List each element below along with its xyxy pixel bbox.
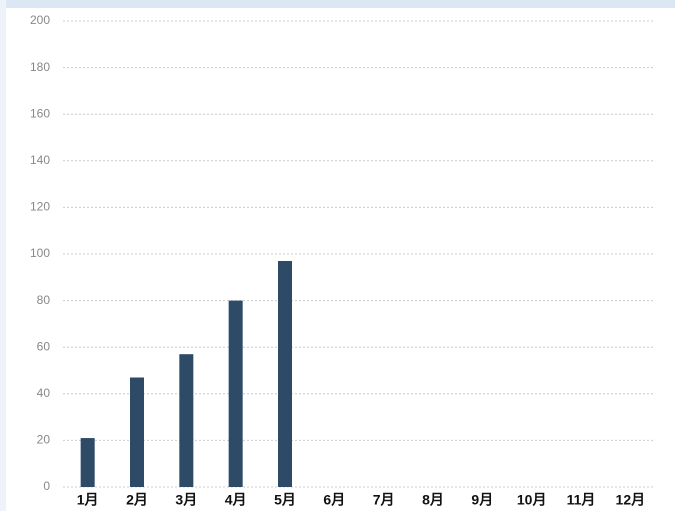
x-tick-label: 7月 bbox=[373, 492, 395, 508]
x-tick-label: 1月 bbox=[77, 492, 99, 508]
y-tick-label: 180 bbox=[30, 60, 50, 74]
y-tick-label: 160 bbox=[30, 106, 50, 120]
left-band bbox=[0, 0, 6, 511]
y-tick-label: 140 bbox=[30, 153, 50, 167]
top-band bbox=[0, 0, 675, 8]
bar bbox=[179, 354, 194, 487]
x-tick-label: 10月 bbox=[517, 492, 547, 508]
x-tick-label: 2月 bbox=[126, 492, 148, 508]
bar bbox=[80, 438, 95, 487]
x-tick-label: 3月 bbox=[175, 492, 197, 508]
y-tick-label: 120 bbox=[30, 200, 50, 214]
y-tick-label: 40 bbox=[37, 386, 51, 400]
bar bbox=[130, 377, 144, 487]
x-tick-label: 11月 bbox=[567, 492, 596, 508]
x-tick-label: 5月 bbox=[274, 492, 296, 508]
bar bbox=[278, 260, 292, 487]
y-tick-label: 60 bbox=[37, 339, 51, 353]
x-tick-label: 12月 bbox=[616, 492, 646, 508]
bar bbox=[228, 300, 243, 487]
y-tick-label: 200 bbox=[30, 13, 50, 27]
x-tick-label: 4月 bbox=[225, 492, 247, 508]
y-tick-label: 100 bbox=[30, 246, 50, 260]
x-tick-label: 9月 bbox=[471, 492, 493, 508]
y-tick-label: 0 bbox=[43, 479, 50, 493]
x-tick-label: 6月 bbox=[323, 492, 345, 508]
y-tick-label: 20 bbox=[37, 433, 51, 447]
x-tick-label: 8月 bbox=[422, 492, 444, 508]
y-tick-label: 80 bbox=[37, 293, 51, 307]
